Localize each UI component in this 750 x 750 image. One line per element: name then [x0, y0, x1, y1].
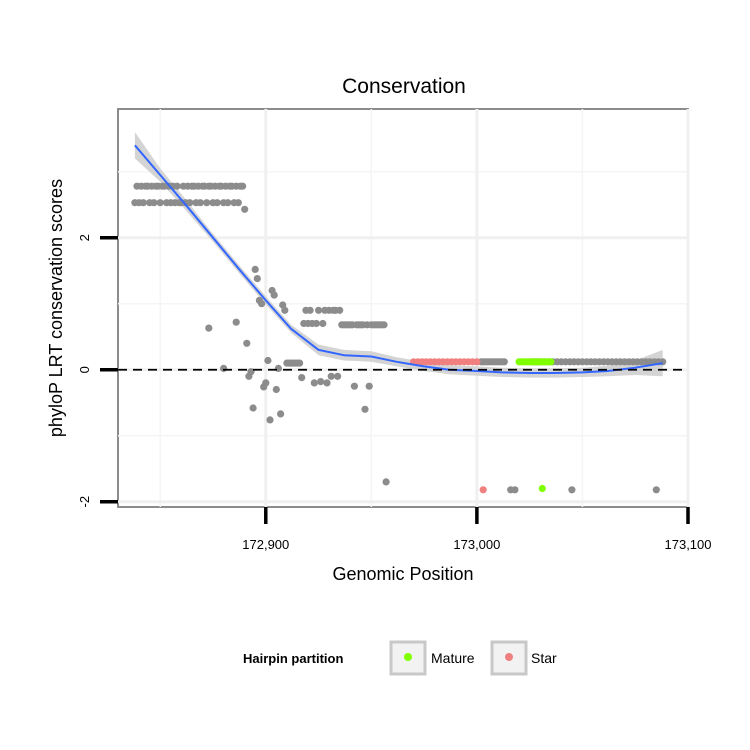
point-other [150, 199, 158, 207]
point-other [281, 306, 289, 314]
point-other [365, 382, 373, 390]
y-tick-label: -2 [77, 496, 92, 508]
point-other [241, 205, 249, 213]
point-other [382, 478, 390, 486]
point-other [336, 306, 344, 314]
point-other [310, 379, 318, 387]
point-other [139, 199, 147, 207]
point-other [315, 306, 323, 314]
point-other [203, 199, 211, 207]
y-tick-label: 2 [77, 234, 92, 241]
legend-swatch-star [505, 653, 513, 661]
point-other [205, 324, 213, 332]
point-other [270, 291, 278, 299]
point-other [234, 199, 242, 207]
data-points [131, 182, 667, 494]
point-other [319, 319, 327, 328]
point-other [274, 364, 282, 372]
point-other [317, 378, 325, 386]
point-other [306, 306, 314, 314]
point-other [186, 199, 194, 207]
point-other [652, 486, 660, 494]
point-other [266, 416, 274, 424]
point-other [196, 199, 204, 207]
point-other [220, 364, 228, 372]
point-other [511, 486, 519, 494]
point-other [350, 382, 358, 390]
point-other [249, 404, 257, 412]
smooth-curve [134, 144, 663, 374]
legend-title: Hairpin partition [243, 651, 343, 666]
chart-title: Conservation [342, 75, 466, 98]
point-other [323, 379, 331, 387]
point-mature [547, 358, 555, 366]
x-tick-label: 173,100 [665, 537, 712, 552]
legend: Hairpin partition Mature Star [243, 640, 557, 676]
smooth-line [134, 144, 663, 374]
point-other [232, 318, 240, 326]
point-star [479, 486, 487, 494]
point-other [327, 372, 335, 380]
y-axis-title: phyloP LRT conservation scores [46, 179, 66, 437]
point-other [500, 358, 508, 366]
point-other [247, 368, 255, 376]
point-other [239, 182, 247, 190]
legend-swatch-mature [404, 653, 412, 661]
plot-panel [117, 108, 689, 508]
point-other [224, 199, 232, 207]
point-other [251, 265, 259, 273]
point-other [380, 321, 388, 329]
point-other [243, 339, 251, 347]
point-mature [538, 484, 546, 493]
y-tick-label: 0 [77, 366, 92, 373]
point-other [296, 359, 304, 367]
legend-label-star: Star [531, 650, 557, 666]
point-other [361, 405, 369, 413]
point-other [156, 199, 164, 207]
point-other [568, 486, 576, 494]
point-other [262, 379, 270, 387]
point-other [298, 374, 306, 382]
axes: 172,900 173,000 173,100 -2 0 2 [77, 234, 711, 552]
legend-label-mature: Mature [431, 650, 475, 666]
x-tick-label: 173,000 [453, 537, 500, 552]
point-other [334, 372, 342, 380]
x-axis-title: Genomic Position [332, 564, 473, 584]
point-other [213, 199, 221, 207]
point-other [258, 300, 266, 308]
point-other [253, 275, 261, 283]
point-other [312, 319, 320, 328]
point-other [173, 182, 181, 190]
point-other [264, 356, 272, 365]
point-star [473, 358, 481, 366]
x-tick-label: 172,900 [242, 537, 289, 552]
point-other [272, 385, 280, 394]
point-other [277, 410, 285, 418]
